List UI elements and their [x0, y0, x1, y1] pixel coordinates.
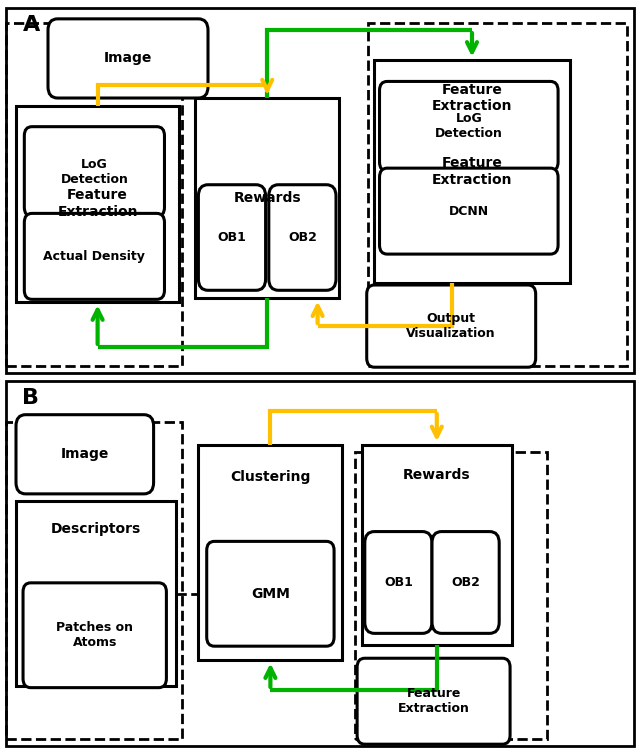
Text: GMM: GMM [251, 587, 290, 601]
Text: Actual Density: Actual Density [44, 250, 145, 263]
FancyBboxPatch shape [24, 213, 164, 299]
Text: Feature
Extraction: Feature Extraction [432, 156, 512, 187]
FancyBboxPatch shape [380, 168, 558, 254]
Text: Rewards: Rewards [234, 191, 301, 205]
FancyBboxPatch shape [362, 445, 512, 645]
FancyBboxPatch shape [6, 8, 634, 373]
Text: Image: Image [104, 51, 152, 66]
Text: DCNN: DCNN [449, 204, 489, 218]
FancyBboxPatch shape [23, 583, 166, 688]
FancyBboxPatch shape [6, 381, 634, 746]
Text: Feature
Extraction: Feature Extraction [397, 687, 470, 716]
Text: OB2: OB2 [288, 231, 317, 244]
FancyBboxPatch shape [380, 81, 558, 171]
Text: Image: Image [61, 447, 109, 461]
FancyBboxPatch shape [432, 532, 499, 633]
FancyBboxPatch shape [195, 98, 339, 298]
Text: Patches on
Atoms: Patches on Atoms [56, 621, 133, 649]
Text: Rewards: Rewards [403, 467, 470, 482]
FancyBboxPatch shape [357, 658, 510, 744]
Text: Feature
Extraction: Feature Extraction [58, 188, 138, 219]
Text: OB2: OB2 [451, 576, 480, 589]
Text: Clustering: Clustering [230, 470, 310, 484]
FancyBboxPatch shape [24, 127, 164, 216]
Text: LoG
Detection: LoG Detection [435, 112, 503, 140]
FancyBboxPatch shape [207, 541, 334, 646]
Text: A: A [22, 15, 40, 35]
FancyBboxPatch shape [374, 60, 570, 283]
Text: Descriptors: Descriptors [51, 522, 141, 536]
FancyBboxPatch shape [269, 185, 336, 290]
Text: B: B [22, 388, 40, 409]
FancyBboxPatch shape [198, 185, 266, 290]
Text: Feature
Extraction: Feature Extraction [432, 83, 512, 113]
FancyBboxPatch shape [48, 19, 208, 98]
Text: LoG
Detection: LoG Detection [60, 158, 129, 185]
FancyBboxPatch shape [16, 415, 154, 494]
Text: Output
Visualization: Output Visualization [406, 312, 496, 340]
Text: OB1: OB1 [384, 576, 413, 589]
FancyBboxPatch shape [16, 501, 176, 686]
FancyBboxPatch shape [198, 445, 342, 660]
FancyBboxPatch shape [365, 532, 432, 633]
Text: OB1: OB1 [218, 231, 246, 244]
FancyBboxPatch shape [367, 285, 536, 367]
FancyBboxPatch shape [16, 106, 179, 302]
